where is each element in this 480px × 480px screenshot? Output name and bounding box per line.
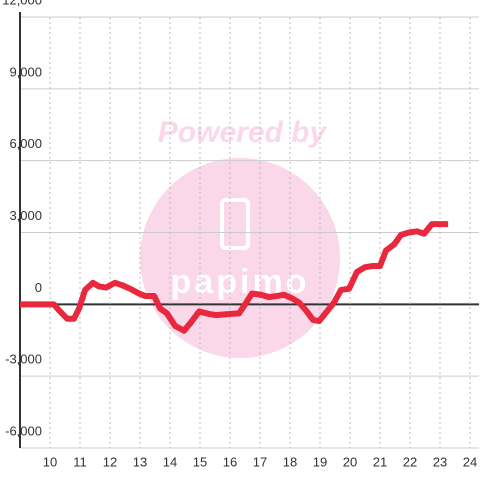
x-tick-label: 13 xyxy=(133,454,147,469)
logo-icon xyxy=(220,198,250,250)
y-tick-label: 12,000 xyxy=(2,0,42,7)
x-tick-label: 18 xyxy=(283,454,297,469)
watermark: Powered by xyxy=(158,116,328,149)
y-tick-label: -3,000 xyxy=(5,352,42,367)
x-tick-label: 23 xyxy=(433,454,447,469)
x-tick-label: 19 xyxy=(313,454,327,469)
x-tick-label: 16 xyxy=(223,454,237,469)
y-tick-label: 9,000 xyxy=(9,64,42,79)
line-series xyxy=(20,221,449,334)
x-tick-label: 22 xyxy=(403,454,417,469)
x-tick-label: 24 xyxy=(463,454,477,469)
x-tick-label: 12 xyxy=(103,454,117,469)
x-tick-label: 10 xyxy=(43,454,57,469)
x-tick-label: 15 xyxy=(193,454,207,469)
y-tick-label: 6,000 xyxy=(9,136,42,151)
x-tick-label: 20 xyxy=(343,454,357,469)
x-tick-label: 21 xyxy=(373,454,387,469)
y-tick-label: -6,000 xyxy=(5,423,42,438)
x-tick-label: 14 xyxy=(163,454,177,469)
y-tick-label: 0 xyxy=(35,280,42,295)
x-tick-label: 17 xyxy=(253,454,267,469)
x-tick-label: 11 xyxy=(73,454,87,469)
y-tick-label: 3,000 xyxy=(9,208,42,223)
